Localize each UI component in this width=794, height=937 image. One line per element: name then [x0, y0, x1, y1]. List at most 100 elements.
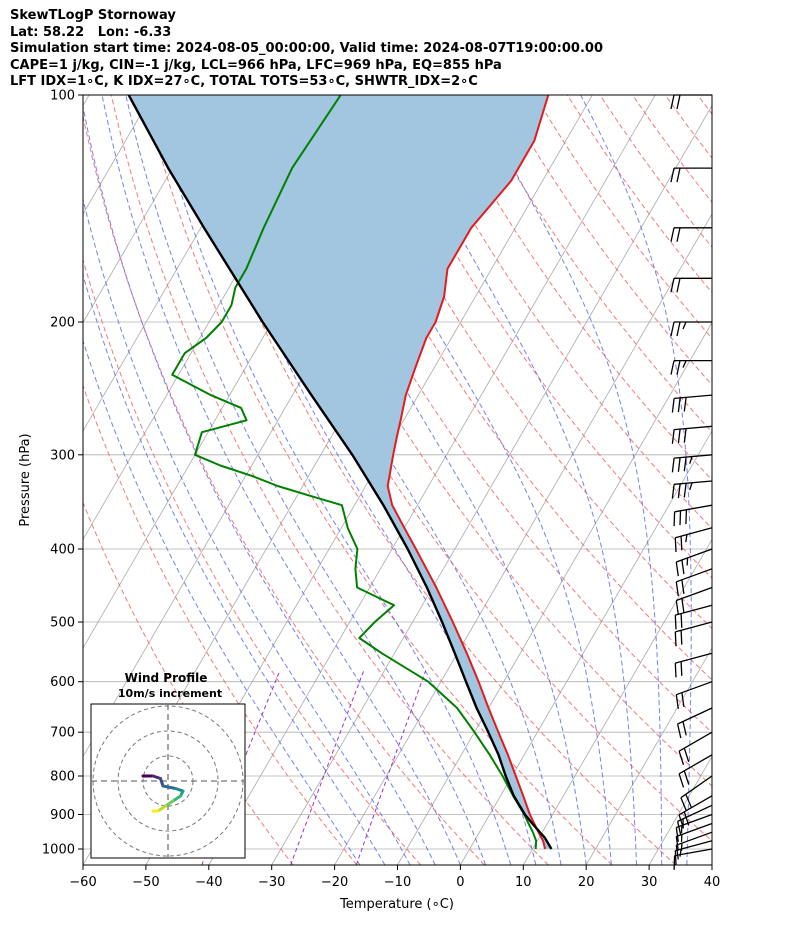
- wind-barb-1000: [673, 848, 713, 870]
- y-tick-label-100: 100: [50, 89, 75, 104]
- dry-adiabat-30: [175, 95, 677, 865]
- wind-barb-750: [678, 754, 713, 788]
- barb-full: [676, 723, 682, 739]
- barb-full: [673, 511, 676, 527]
- barb-full: [676, 94, 681, 110]
- wind-barbs: [670, 94, 713, 870]
- barb-full: [674, 850, 677, 865]
- dry-adiabat-0: [83, 113, 485, 865]
- x-tick-label-30: 30: [641, 875, 658, 890]
- barb-full: [681, 559, 685, 575]
- dry-adiabat--20: [83, 384, 358, 865]
- barb-half: [682, 321, 687, 330]
- barb-full: [671, 398, 675, 413]
- barb-staff: [675, 604, 713, 616]
- moist-adiabat-0: [101, 95, 461, 865]
- isotherm-0: [460, 430, 712, 865]
- barb-staff: [674, 480, 713, 485]
- header-title: SkewTLogP Stornoway: [10, 8, 176, 23]
- x-axis-label: Temperature (∘C): [339, 897, 454, 912]
- dry-adiabat-120: [469, 95, 712, 433]
- header-times: Simulation start time: 2024-08-05_00:00:…: [10, 41, 603, 56]
- barb-full: [683, 428, 687, 443]
- dry-adiabat-70: [306, 95, 712, 681]
- hodograph-segment: [161, 784, 177, 790]
- wind-barb-275: [671, 425, 713, 444]
- barb-full: [677, 483, 681, 499]
- wind-barb-900: [675, 813, 713, 842]
- barb-full: [676, 821, 682, 836]
- dry-adiabat-10: [110, 95, 549, 865]
- barb-full: [673, 855, 676, 870]
- barb-full: [680, 536, 683, 551]
- isotherm--30: [271, 104, 712, 865]
- barb-full: [675, 600, 679, 615]
- y-tick-label-500: 500: [50, 616, 75, 631]
- barb-half: [686, 557, 689, 566]
- x-tick-label-40: 40: [704, 875, 721, 890]
- barb-full: [671, 429, 675, 444]
- axes: −60 −50 −40 −30 −20 −10 0 10 20 30 40 1000 900 800 700…: [42, 89, 720, 891]
- y-tick-label-200: 200: [50, 316, 75, 331]
- y-tick-label-400: 400: [50, 543, 75, 558]
- wind-barb-325: [671, 480, 713, 499]
- barb-full: [674, 537, 677, 553]
- y-tick-label-800: 800: [50, 770, 75, 785]
- parcel-profile-line: [127, 95, 553, 850]
- wind-barb-400: [675, 548, 713, 577]
- barb-full: [678, 773, 685, 788]
- hodograph-inset: Wind Profile 10m/s increment: [90, 671, 246, 859]
- barb-full: [681, 579, 685, 594]
- moist-adiabat-20: [266, 95, 587, 865]
- barb-full: [683, 770, 690, 785]
- barb-staff: [677, 804, 713, 822]
- y-tick-label-1000: 1000: [42, 843, 75, 858]
- header-location: Lat: 58.22 Lon: -6.33: [10, 24, 172, 40]
- barb-full: [670, 94, 675, 110]
- wind-barb-250: [671, 394, 713, 413]
- dry-adiabat-150: [566, 95, 712, 294]
- barb-half: [689, 482, 693, 491]
- barb-full: [681, 692, 685, 707]
- x-tick-label--10: −10: [384, 875, 411, 890]
- hodograph-segment: [171, 794, 182, 803]
- dry-adiabat-200: [730, 95, 794, 865]
- wind-barb-350: [673, 504, 713, 527]
- barb-half: [679, 848, 682, 857]
- barb-staff: [678, 795, 713, 816]
- barb-full: [675, 845, 679, 860]
- mixing-ratio-0.1: [201, 670, 281, 865]
- barb-full: [671, 484, 675, 499]
- barb-staff: [676, 831, 713, 846]
- moist-adiabat-8: [152, 95, 512, 865]
- wind-barb-650: [676, 707, 713, 739]
- barb-staff: [676, 548, 713, 563]
- barb-full: [677, 397, 681, 413]
- barb-full: [676, 360, 681, 375]
- barb-full: [685, 509, 688, 525]
- barb-full: [676, 278, 681, 293]
- barb-full: [674, 615, 677, 630]
- dry-adiabat-80: [338, 95, 712, 630]
- barb-staff: [678, 731, 713, 752]
- hodograph-title: Wind Profile: [125, 671, 208, 685]
- wind-barb-850: [678, 795, 713, 829]
- barb-full: [685, 794, 692, 808]
- moist-adiabat--8: [83, 197, 411, 865]
- hodograph-segment: [156, 804, 167, 813]
- wind-barb-975: [674, 840, 713, 865]
- wind-barb-450: [675, 586, 713, 615]
- barb-full: [674, 631, 677, 647]
- barb-staff: [676, 568, 713, 583]
- wind-barb-425: [675, 568, 713, 597]
- wind-barb-800: [680, 775, 713, 812]
- wind-barb-150: [670, 227, 712, 242]
- moist-adiabat--4: [83, 103, 436, 865]
- isotherm--40: [208, 95, 656, 865]
- wind-barb-925: [675, 822, 713, 851]
- barb-full: [677, 457, 681, 472]
- x-tick-label--60: −60: [69, 875, 96, 890]
- barb-staff: [677, 707, 713, 725]
- barb-staff: [675, 621, 713, 633]
